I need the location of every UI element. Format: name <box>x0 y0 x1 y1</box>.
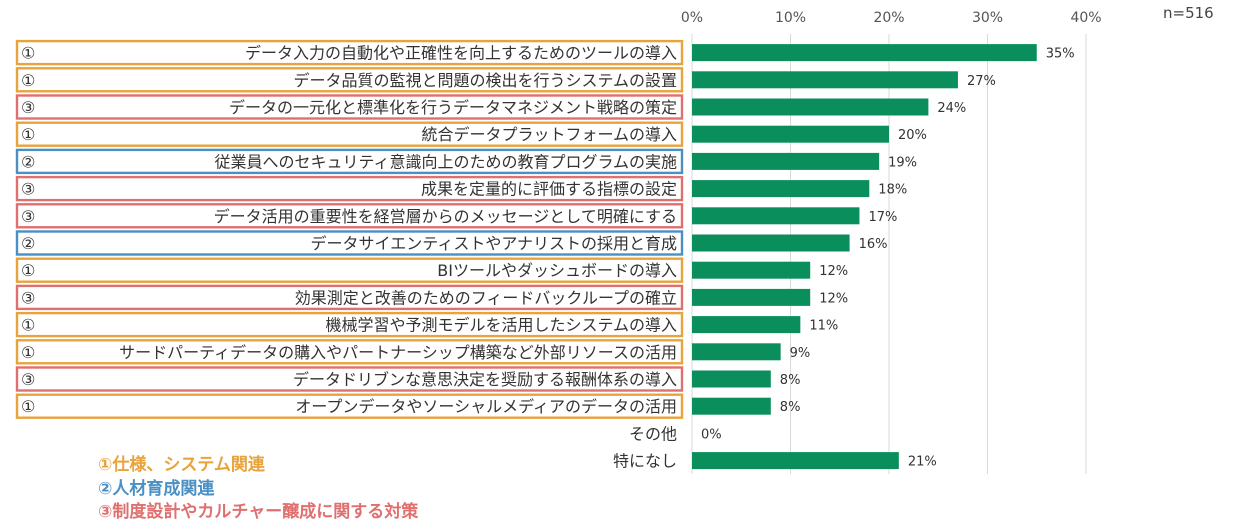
category-group-box <box>15 366 684 392</box>
category-label: データの一元化と標準化を行うデータマネジメント戦略の策定 <box>229 98 677 117</box>
category-label: データ活用の重要性を経営層からのメッセージとして明確にする <box>214 207 677 226</box>
category-group-box <box>15 94 684 120</box>
category-group-mark: ① <box>21 397 35 416</box>
value-label: 12% <box>819 264 848 279</box>
category-group-box <box>15 67 684 93</box>
bar <box>692 207 860 225</box>
bar <box>692 316 801 334</box>
category-group-box <box>15 230 684 256</box>
category-group-mark: ① <box>21 343 35 362</box>
category-group-mark: ① <box>21 125 35 144</box>
bar <box>692 452 899 470</box>
value-label: 18% <box>878 183 907 198</box>
category-group-box <box>15 203 684 229</box>
category-label: データ品質の監視と問題の検出を行うシステムの設置 <box>293 71 677 90</box>
category-label: 統合データプラットフォームの導入 <box>421 125 677 144</box>
value-label: 0% <box>701 427 722 442</box>
x-tick-label: 30% <box>972 10 1003 26</box>
category-label: オープンデータやソーシャルメディアのデータの活用 <box>295 397 677 416</box>
category-group-box <box>15 311 684 338</box>
value-labels: 35% 27%24% 20% 19% 18% 17% 16% 12% 12% 11% 9% 8% 8% 0… <box>701 47 1075 470</box>
category-group-box <box>15 339 684 365</box>
category-label: データサイエンティストやアナリストの採用と育成 <box>310 234 677 253</box>
category-label: データ入力の自動化や正確性を向上するためのツールの導入 <box>245 44 677 63</box>
value-label: 27% <box>967 74 996 89</box>
bar <box>692 234 850 252</box>
category-label: その他 <box>629 424 677 443</box>
x-axis-ticks: 0% 10% 20% 30% 40% <box>681 10 1102 26</box>
category-label: 効果測定と改善のためのフィードバックループの確立 <box>295 288 677 307</box>
bar <box>692 288 811 306</box>
value-label: 9% <box>790 346 811 361</box>
legend-item-culture: ③制度設計やカルチャー醸成に関する対策 <box>98 502 419 522</box>
value-label: 24% <box>937 101 966 116</box>
legend-item-system: ①仕様、システム関連 <box>98 455 265 475</box>
bar <box>692 44 1037 62</box>
category-label: 成果を定量的に評価する指標の設定 <box>421 180 677 199</box>
category-group-boxes <box>15 39 684 419</box>
bar <box>692 180 870 198</box>
category-group-mark: ① <box>21 44 35 63</box>
value-label: 11% <box>809 319 838 334</box>
bar <box>692 71 958 89</box>
category-group-mark: ③ <box>21 207 35 226</box>
bar <box>692 370 771 388</box>
category-label: BIツールやダッシュボードの導入 <box>437 261 677 280</box>
category-group-box <box>15 39 684 66</box>
category-label: サードパーティデータの購入やパートナーシップ構築など外部リソースの活用 <box>119 343 677 362</box>
x-tick-label: 10% <box>775 10 806 26</box>
bar <box>692 125 889 143</box>
category-group-box <box>15 175 684 202</box>
bars <box>692 44 1037 470</box>
category-labels: ① データ入力の自動化や正確性を向上するためのツールの導入 ① データ品質の監視と問題… <box>21 44 677 471</box>
bar <box>692 152 880 170</box>
value-label: 12% <box>819 291 848 306</box>
x-tick-label: 40% <box>1070 10 1101 26</box>
sample-size-note: n=516 <box>1163 4 1214 22</box>
category-group-box <box>15 121 684 147</box>
category-group-box <box>15 284 684 311</box>
legend-item-hr: ②人材育成関連 <box>98 479 215 499</box>
category-label: 特になし <box>613 452 677 471</box>
bar <box>692 98 929 116</box>
value-label: 16% <box>859 237 888 252</box>
bar <box>692 343 781 361</box>
value-label: 35% <box>1046 47 1075 62</box>
value-label: 20% <box>898 128 927 143</box>
category-group-mark: ② <box>21 234 35 253</box>
category-group-mark: ③ <box>21 180 35 199</box>
category-group-box <box>15 257 684 283</box>
category-label: データドリブンな意思決定を奨励する報酬体系の導入 <box>293 370 677 389</box>
category-group-mark: ① <box>21 316 35 335</box>
category-group-mark: ② <box>21 152 35 171</box>
category-label: 従業員へのセキュリティ意識向上のための教育プログラムの実施 <box>214 152 677 171</box>
category-group-mark: ③ <box>21 98 35 117</box>
category-group-box <box>15 393 684 419</box>
category-group-box <box>15 148 684 175</box>
value-label: 17% <box>868 210 897 225</box>
category-group-mark: ③ <box>21 370 35 389</box>
value-label: 8% <box>780 400 801 415</box>
category-group-mark: ① <box>21 71 35 90</box>
bar <box>692 397 771 415</box>
x-tick-label: 0% <box>681 10 703 26</box>
value-label: 19% <box>888 155 917 170</box>
value-label: 21% <box>908 455 937 470</box>
category-group-mark: ① <box>21 261 35 280</box>
category-label: 機械学習や予測モデルを活用したシステムの導入 <box>325 316 677 335</box>
category-group-mark: ③ <box>21 288 35 307</box>
value-label: 8% <box>780 373 801 388</box>
x-tick-label: 20% <box>873 10 904 26</box>
bar <box>692 261 811 279</box>
